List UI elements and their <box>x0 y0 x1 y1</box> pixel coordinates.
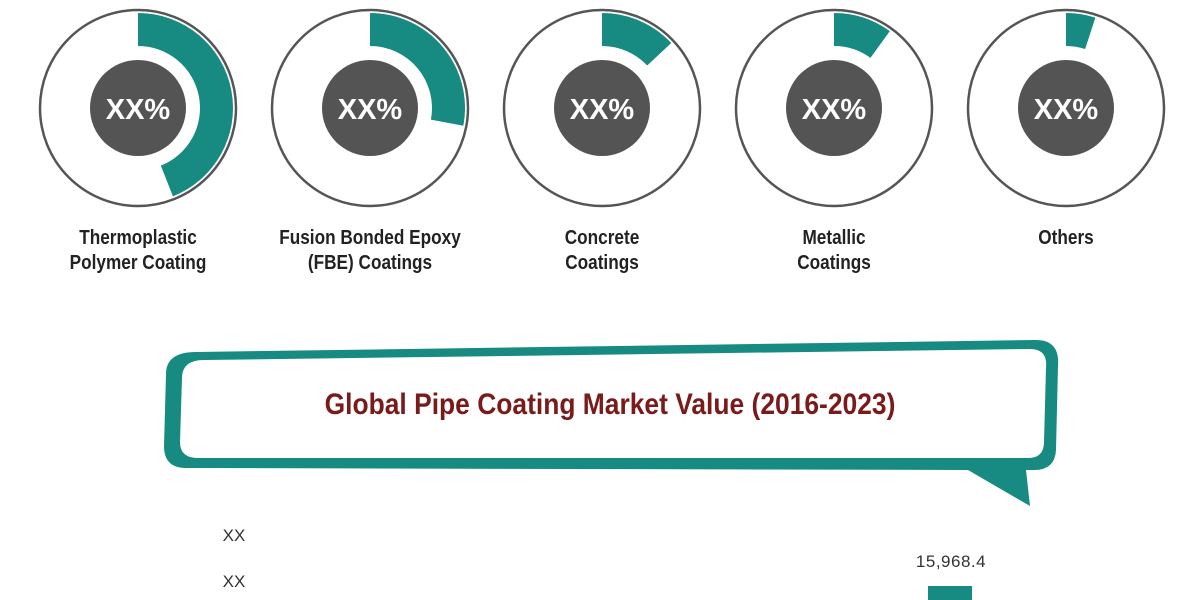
donut-center <box>322 60 418 156</box>
y-tick-label: XX <box>222 526 246 545</box>
donut-slice <box>138 13 234 197</box>
donut-category-label: Concrete Coatings <box>482 226 723 276</box>
bar-value-label: 15,968.4 <box>915 552 987 571</box>
donut-category-label-line: Metallic <box>802 227 866 249</box>
donut-chart: XX% <box>270 8 470 208</box>
banner-inner <box>180 349 1047 458</box>
donut-category-label: Fusion Bonded Epoxy (FBE) Coatings <box>250 226 491 276</box>
donut-chart: XX% <box>734 8 934 208</box>
donut-center <box>90 60 186 156</box>
donut-chart: XX% <box>38 8 238 208</box>
donut-category-label: Thermoplastic Polymer Coating <box>18 226 259 276</box>
donut-card: XX% Thermoplastic Polymer Coating <box>38 8 238 274</box>
chart-title: Global Pipe Coating Market Value (2016-2… <box>324 388 896 421</box>
donut-value-label: XX% <box>106 94 171 126</box>
donut-slice <box>602 13 672 66</box>
donut-category-label-line: Polymer Coating <box>69 252 207 274</box>
donut-category-label-line: Coatings <box>797 252 871 274</box>
donut-slice <box>1066 13 1096 50</box>
donut-card: XX% Metallic Coatings <box>734 8 934 274</box>
donut-center <box>786 60 882 156</box>
donut-chart: XX% <box>966 8 1166 208</box>
donut-category-label-line: Others <box>1038 227 1094 249</box>
donut-card: XX% Others <box>966 8 1166 249</box>
donut-category-label-line: Fusion Bonded Epoxy <box>279 227 461 249</box>
donut-category-label: Metallic Coatings <box>714 226 955 276</box>
donut-slice <box>370 13 465 126</box>
donut-center <box>554 60 650 156</box>
donut-card: XX% Concrete Coatings <box>502 8 702 274</box>
donut-category-label-line: (FBE) Coatings <box>307 252 433 274</box>
donut-category-label-line: Thermoplastic <box>79 227 197 249</box>
y-tick-label: XX <box>222 572 246 591</box>
donut-value-label: XX% <box>1034 94 1099 126</box>
donut-value-label: XX% <box>802 94 867 126</box>
donut-value-label: XX% <box>338 94 403 126</box>
bar-2023 <box>928 586 972 600</box>
donut-chart: XX% <box>502 8 702 208</box>
donut-category-label-line: Coatings <box>565 252 639 274</box>
donut-value-label: XX% <box>570 94 635 126</box>
donut-card: XX% Fusion Bonded Epoxy (FBE) Coatings <box>270 8 470 274</box>
donut-center <box>1018 60 1114 156</box>
donut-category-label-line: Concrete <box>564 227 640 249</box>
donut-slice <box>834 13 890 58</box>
donut-category-label: Others <box>946 226 1187 251</box>
